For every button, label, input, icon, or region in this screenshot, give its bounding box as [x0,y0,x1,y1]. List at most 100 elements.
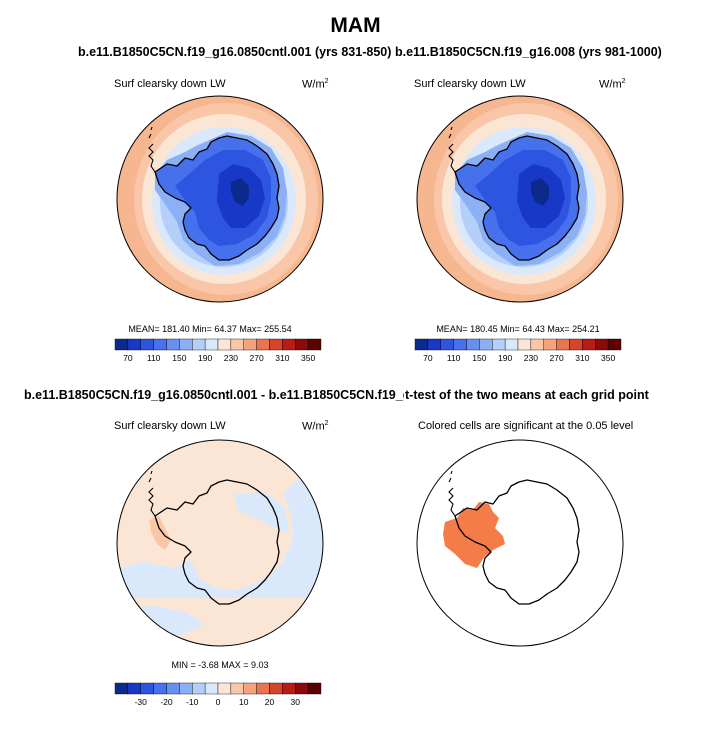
colorbar-box [269,338,283,351]
map-panel-difference [116,439,324,647]
colorbar-box [204,682,219,695]
colorbar-box [140,682,154,695]
field-minimum [531,178,549,206]
colorbar-box [166,338,180,351]
colorbar-box [256,338,270,351]
map-field [117,96,323,302]
colorbar-box [269,682,283,695]
coastline-south-shetland [148,470,153,483]
colorbar-tick-label: 0 [215,697,221,707]
colorbar-tick-label: 20 [264,697,275,707]
colorbar-box [440,338,454,351]
colorbar-box [282,682,296,695]
panel-1-variable: Surf clearsky down LW [114,78,226,90]
colorbar-box [414,338,429,351]
colorbar-box [230,682,244,695]
colorbar-box [307,338,322,351]
colorbar-box [307,682,322,695]
coastline-antarctica [454,135,580,261]
coastline-south-shetland [148,126,153,139]
panel-2-stats: MEAN= 180.45 Min= 64.43 Max= 254.21 [436,324,600,334]
map-border [416,95,624,303]
panel-2-variable: Surf clearsky down LW [414,78,526,90]
panel-2-title: b.e11.B1850C5CN.f19_g16.008 (yrs 981-100… [395,45,662,59]
colorbar-box [127,338,141,351]
panel-1-title: b.e11.B1850C5CN.f19_g16.0850cntl.001 (yr… [78,45,392,59]
panel-4-title: t-test of the two means at each grid poi… [404,388,649,402]
map-panel-ttest [416,439,624,647]
colorbar-box [179,682,193,695]
colorbar-tick-label: 230 [223,353,238,363]
colorbar-tick-label: 30 [290,697,300,707]
colorbar-tick-label: 110 [146,353,161,363]
coastline-south-shetland [448,126,453,139]
colorbar-box [140,338,154,351]
colorbar-tick-label: 270 [249,353,264,363]
colorbar-case1 [114,338,322,351]
map-panel-case1 [116,95,324,303]
colorbar-box [569,338,583,351]
colorbar-box [479,338,493,351]
panel-3-title: b.e11.B1850C5CN.f19_g16.0850cntl.001 - b… [24,388,449,402]
panel-3-stats: MIN = -3.68 MAX = 9.03 [171,660,269,670]
colorbar-box [582,338,596,351]
colorbar-box [543,338,557,351]
colorbar-box [607,338,622,351]
colorbar-box [217,338,232,351]
colorbar-box [466,338,480,351]
colorbar-box [256,682,270,695]
colorbar-tick-label: 270 [549,353,564,363]
colorbar-box [530,338,544,351]
field-negative-patch [235,492,289,534]
coastline-peninsula-islands [148,487,156,517]
coastline-antarctica [154,135,280,261]
coastline-peninsula-islands [148,143,156,173]
colorbar-box [127,682,141,695]
map-panel-case2 [416,95,624,303]
colorbar-box [243,338,257,351]
colorbar-box [295,682,309,695]
colorbar-tick-label: 70 [423,353,433,363]
panel-3-variable: Surf clearsky down LW [114,420,226,432]
significant-region [443,502,505,568]
colorbar-tick-label: 110 [446,353,461,363]
coastline-antarctica [454,479,580,605]
colorbar-box [243,682,257,695]
field-background [417,440,623,646]
colorbar-box [179,338,193,351]
colorbar-box [595,338,609,351]
field-minimum [231,178,249,206]
panel-4-note: Colored cells are significant at the 0.0… [418,420,634,432]
colorbar-box [114,682,129,695]
field-negative-band [117,478,323,598]
colorbar-box [114,338,129,351]
colorbar-tick-label: 150 [472,353,487,363]
colorbar-tick-label: 310 [575,353,590,363]
colorbar-tick-label: 190 [198,353,213,363]
colorbar-tick-label: 350 [601,353,616,363]
colorbar-tick-label: 70 [123,353,133,363]
map-border [116,95,324,303]
colorbar-box [153,338,167,351]
map-field [417,440,623,646]
map-field [117,440,323,646]
colorbar-box [504,338,519,351]
colorbar-tick-label: 190 [498,353,513,363]
colorbar-tick-label: 350 [301,353,316,363]
coastline-antarctica [154,479,280,605]
colorbar-tick-label: -30 [134,697,147,707]
colorbar-box [427,338,441,351]
panel-2-units: W/m2 [599,78,626,91]
colorbar-box [192,682,206,695]
colorbar-box [217,682,232,695]
figure-title: MAM [330,14,381,37]
colorbar-box [282,338,296,351]
colorbar-box [230,338,244,351]
map-border [116,439,324,647]
map-field [417,96,623,302]
coastline-peninsula-islands [448,487,456,517]
colorbar-difference [114,682,322,695]
coastline-south-shetland [448,470,453,483]
colorbar-box [492,338,506,351]
colorbar-tick-label: 10 [239,697,249,707]
